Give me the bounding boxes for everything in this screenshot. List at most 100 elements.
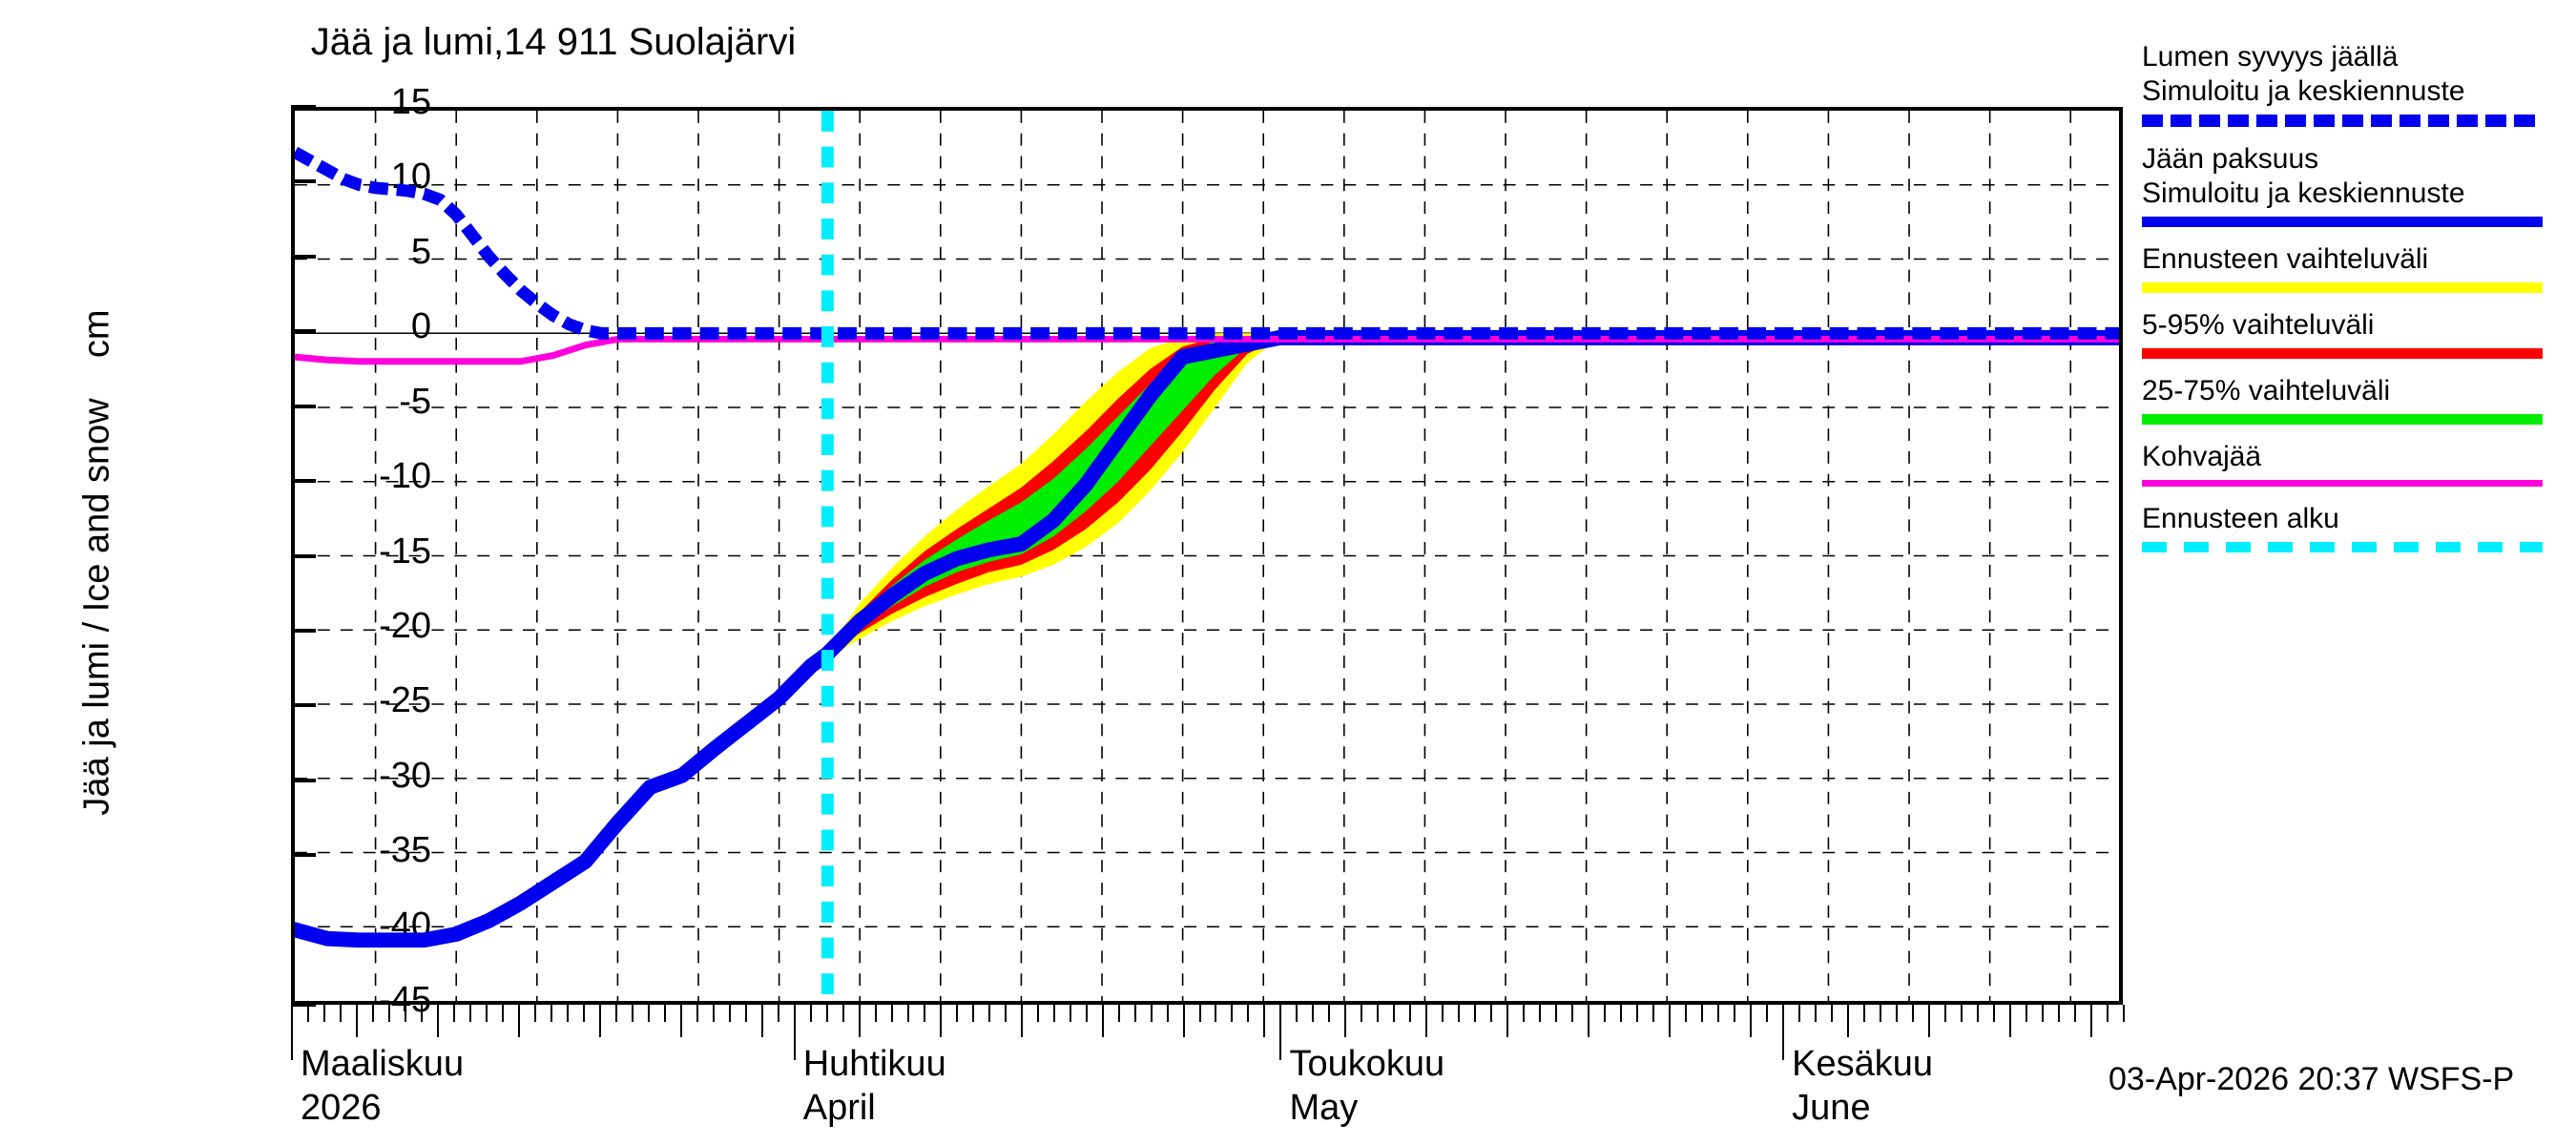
x-tick-mark (371, 1005, 374, 1022)
x-tick-mark (809, 1005, 812, 1022)
x-tick-mark (387, 1005, 390, 1022)
x-tick-mark (1782, 1005, 1785, 1060)
x-tick-mark (1896, 1005, 1899, 1022)
x-tick-mark (550, 1005, 552, 1022)
x-tick-mark (1231, 1005, 1234, 1022)
x-tick-mark (339, 1005, 342, 1022)
legend-label-secondary: Simuloitu ja keskiennuste (2142, 177, 2465, 209)
x-tick-mark (420, 1005, 423, 1022)
footer-timestamp: 03-Apr-2026 20:37 WSFS-P (2109, 1061, 2515, 1097)
x-tick-mark (939, 1005, 942, 1037)
y-tick-label: -10 (379, 456, 431, 497)
x-tick-mark (987, 1005, 990, 1022)
y-tick-label: -5 (399, 381, 431, 422)
x-tick-mark (501, 1005, 504, 1022)
x-tick-mark (1588, 1005, 1590, 1037)
x-tick-mark (598, 1005, 601, 1037)
x-tick-mark (906, 1005, 909, 1022)
x-axis-month-label: Maaliskuu 2026 (301, 1042, 464, 1130)
x-axis-month-label: Huhtikuu April (803, 1042, 946, 1130)
x-tick-mark (2090, 1005, 2093, 1037)
x-month-fi: Maaliskuu (301, 1044, 465, 1084)
legend-item-range-25-75: 25-75% vaihteluväli (2142, 374, 2576, 425)
y-tick-label: 5 (410, 231, 431, 272)
legend-swatch-forecast-start (2142, 542, 2543, 552)
x-month-en: May (1289, 1088, 1359, 1128)
y-tick-mark (291, 329, 316, 334)
x-month-fi: Kesäkuu (1792, 1044, 1934, 1084)
x-tick-mark (1263, 1005, 1266, 1037)
legend-label-primary: Lumen syvyys jäällä (2142, 41, 2399, 73)
x-tick-mark (1912, 1005, 1915, 1022)
x-tick-mark (1977, 1005, 1980, 1022)
x-tick-mark (1409, 1005, 1412, 1022)
legend-swatch-snow-depth-on-ice (2142, 114, 2543, 127)
x-tick-mark (2074, 1005, 2077, 1022)
x-tick-mark (1052, 1005, 1055, 1022)
x-tick-mark (2123, 1005, 2125, 1022)
legend-label-primary: 25-75% vaihteluväli (2142, 375, 2391, 406)
y-tick-label: -35 (379, 830, 431, 871)
x-tick-mark (1750, 1005, 1753, 1037)
x-tick-mark (1961, 1005, 1963, 1022)
legend-item-snow-depth-on-ice: Lumen syvyys jäällä Simuloitu ja keskienn… (2142, 40, 2576, 127)
x-tick-mark (517, 1005, 520, 1037)
x-tick-mark (1328, 1005, 1331, 1022)
x-tick-mark (1717, 1005, 1720, 1022)
x-tick-mark (841, 1005, 844, 1022)
x-tick-mark (1798, 1005, 1801, 1022)
x-tick-mark (744, 1005, 747, 1022)
x-tick-mark (1636, 1005, 1639, 1022)
x-tick-mark (1004, 1005, 1007, 1022)
x-tick-mark (1831, 1005, 1834, 1022)
x-tick-mark (1604, 1005, 1607, 1022)
x-tick-mark (1069, 1005, 1071, 1022)
x-tick-mark (1182, 1005, 1185, 1037)
y-tick-label: -15 (379, 531, 431, 572)
x-tick-mark (1393, 1005, 1396, 1022)
x-tick-mark (1944, 1005, 1947, 1022)
x-tick-mark (1198, 1005, 1201, 1022)
x-tick-mark (793, 1005, 796, 1060)
legend-swatch-range-5-95 (2142, 348, 2543, 359)
x-tick-mark (1474, 1005, 1477, 1022)
x-tick-mark (1620, 1005, 1623, 1022)
x-tick-mark (614, 1005, 617, 1022)
legend-item-range-5-95: 5-95% vaihteluväli (2142, 308, 2576, 359)
x-tick-mark (1993, 1005, 1996, 1022)
x-tick-mark (1685, 1005, 1688, 1022)
x-month-en: 2026 (301, 1088, 382, 1128)
x-tick-mark (1020, 1005, 1023, 1037)
x-tick-mark (1215, 1005, 1217, 1022)
x-tick-mark (1555, 1005, 1558, 1022)
legend-label-primary: Ennusteen vaihteluväli (2142, 243, 2429, 275)
x-tick-mark (631, 1005, 634, 1022)
x-tick-mark (1539, 1005, 1542, 1022)
x-tick-mark (355, 1005, 358, 1037)
x-tick-mark (485, 1005, 488, 1022)
y-tick-label: 0 (410, 306, 431, 347)
y-tick-label: -20 (379, 605, 431, 646)
x-tick-mark (1442, 1005, 1444, 1022)
x-tick-mark (858, 1005, 861, 1037)
x-tick-mark (1490, 1005, 1493, 1022)
x-tick-mark (1523, 1005, 1526, 1022)
y-tick-label: -25 (379, 680, 431, 721)
x-tick-mark (1669, 1005, 1672, 1037)
legend-label-secondary: Simuloitu ja keskiennuste (2142, 75, 2465, 107)
x-tick-mark (1863, 1005, 1866, 1022)
x-tick-mark (1036, 1005, 1039, 1022)
y-tick-mark (291, 778, 316, 782)
x-tick-mark (1101, 1005, 1104, 1037)
x-tick-mark (712, 1005, 715, 1022)
data-layer (295, 111, 2119, 1001)
x-tick-mark (728, 1005, 731, 1022)
x-tick-mark (1296, 1005, 1298, 1022)
legend-item-ice-thickness: Jään paksuus Simuloitu ja keskiennuste (2142, 142, 2576, 227)
x-tick-mark (1377, 1005, 1380, 1022)
legend-swatch-range-25-75 (2142, 414, 2543, 425)
x-tick-mark (2009, 1005, 2012, 1037)
x-tick-mark (890, 1005, 893, 1022)
x-axis-month-label: Kesäkuu June (1792, 1042, 1933, 1130)
